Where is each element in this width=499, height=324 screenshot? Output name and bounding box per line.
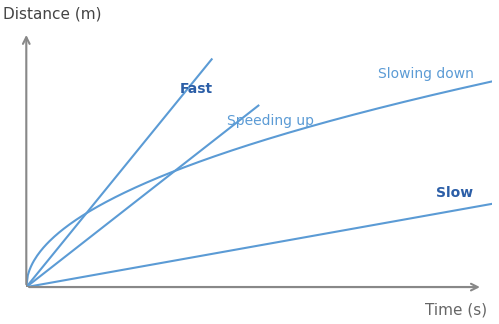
Text: Speeding up: Speeding up	[227, 114, 313, 128]
Text: Distance (m): Distance (m)	[3, 7, 101, 22]
Text: Slow: Slow	[436, 186, 474, 200]
Text: Slowing down: Slowing down	[378, 67, 474, 81]
Text: Fast: Fast	[180, 82, 213, 96]
Text: Time (s): Time (s)	[425, 303, 488, 318]
